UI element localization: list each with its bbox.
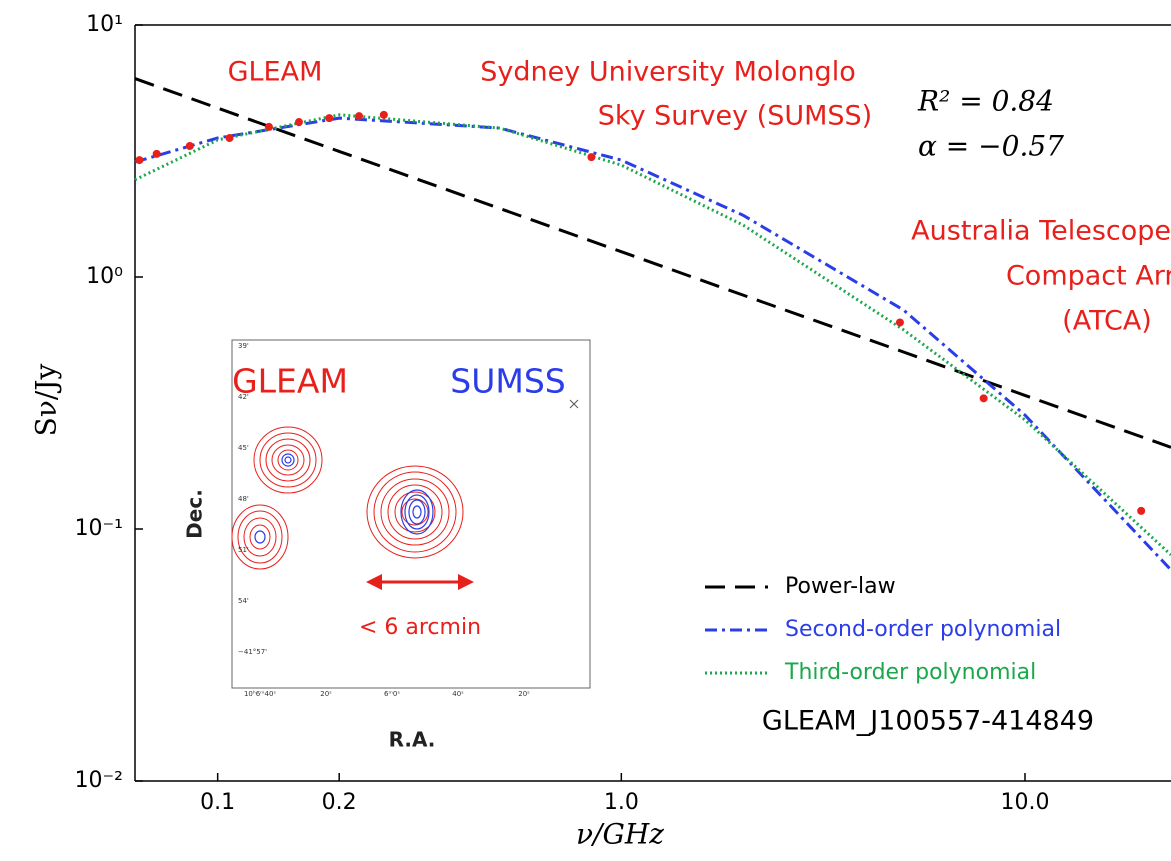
legend-label: Second-order polynomial [785, 617, 1061, 642]
x-tick-label: 0.2 [322, 790, 357, 815]
inset-tick-label: 6ᵐ0ˢ [384, 690, 400, 698]
y-tick-label: 10⁻¹ [75, 516, 123, 541]
inset: GLEAM SUMSS Dec. R.A. < 6 arcmin 39' 42' 4… [183, 340, 591, 752]
data-point [980, 394, 988, 402]
data-point [896, 318, 904, 326]
x-tick-label: 1.0 [604, 790, 639, 815]
y-tick-label: 10¹ [86, 12, 123, 37]
data-point [1137, 507, 1145, 515]
inset-tick-label: 20ˢ [320, 690, 332, 698]
data-point [380, 111, 388, 119]
y-tick-label: 10⁻² [75, 768, 123, 793]
inset-tick-label: 10ʰ6ᵐ40ˢ [244, 690, 276, 698]
data-point [355, 112, 363, 120]
inset-tick-label: 51' [238, 546, 249, 554]
source-name: GLEAM_J100557-414849 [762, 706, 1094, 737]
data-point [153, 150, 161, 158]
legend-label: Third-order polynomial [784, 660, 1036, 685]
data-point [265, 123, 273, 131]
annotation: Compact Array [1006, 261, 1171, 292]
inset-tick-label: 48' [238, 495, 249, 503]
inset-scale-label: < 6 arcmin [359, 615, 481, 640]
x-tick-label: 0.1 [200, 790, 235, 815]
chart: ν/GHz Sν/Jy GLEAM Sydney University Molo… [0, 0, 1171, 861]
x-axis-label: ν/GHz [576, 818, 664, 851]
annotation: R² = 0.84 [917, 85, 1054, 118]
data-point [587, 153, 595, 161]
inset-label: GLEAM [232, 362, 348, 401]
annotation: α = −0.57 [918, 130, 1064, 163]
y-axis-label: Sν/Jy [30, 363, 63, 436]
annotation: Sky Survey (SUMSS) [598, 101, 872, 132]
inset-tick-label: −41°57' [238, 648, 267, 656]
data-point [226, 134, 234, 142]
inset-y-label: Dec. [183, 489, 207, 539]
annotation: (ATCA) [1062, 306, 1152, 337]
y-tick-label: 10⁰ [86, 264, 123, 289]
data-point [295, 118, 303, 126]
legend-label: Power-law [785, 574, 896, 599]
annotation: GLEAM [228, 57, 323, 88]
inset-x-label: R.A. [389, 728, 436, 752]
data-point [325, 114, 333, 122]
data-point [135, 156, 143, 164]
data-point [186, 142, 194, 150]
annotation: Australia Telescope [911, 216, 1171, 247]
inset-tick-label: 45' [238, 444, 249, 452]
inset-label: SUMSS [450, 362, 565, 401]
inset-tick-label: 42' [238, 393, 249, 401]
inset-tick-label: 39' [238, 342, 249, 350]
inset-tick-label: 40ˢ [452, 690, 464, 698]
x-tick-label: 10.0 [1000, 790, 1049, 815]
annotation: Sydney University Molonglo [480, 57, 855, 88]
inset-tick-label: 54' [238, 597, 249, 605]
inset-tick-label: 20ˢ [518, 690, 530, 698]
